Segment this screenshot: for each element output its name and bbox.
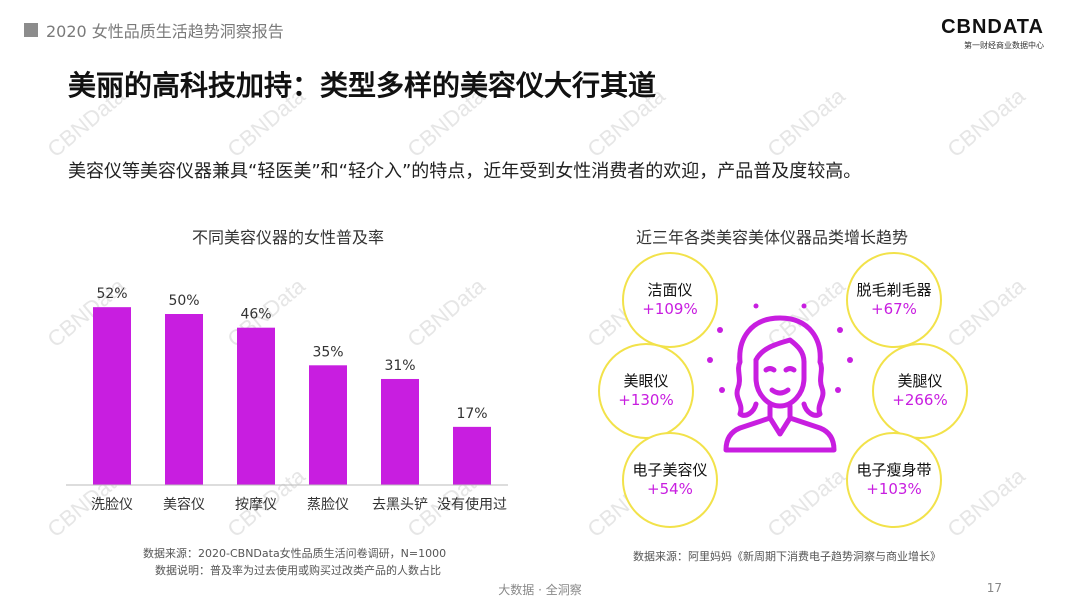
category-label: 美容仪 xyxy=(163,496,205,513)
bar-chart: 52% 洗脸仪 50% 美容仪 46% 按摩仪 35% 蒸脸仪 31% 去黑头铲 17% 没有使用过 xyxy=(66,286,508,513)
watermark: CBNData xyxy=(762,463,850,543)
category-name: 洁面仪 xyxy=(647,281,693,299)
footer-slogan: 大数据 · 全洞察 xyxy=(498,583,582,597)
category-name: 美腿仪 xyxy=(897,372,943,390)
growth-value: +130% xyxy=(618,391,674,409)
bar-4 xyxy=(381,378,419,485)
chart-title: 不同美容仪器的女性普及率 xyxy=(192,228,385,247)
cbndata-logo: CBNDATA 第一财经商业数据中心 xyxy=(941,16,1044,51)
chart-source: 数据来源：2020-CBNData女性品质生活问卷调研，N=1000 xyxy=(143,547,447,560)
header-square-icon xyxy=(24,23,38,37)
growth-bubble: 洁面仪 +109% xyxy=(622,252,718,348)
growth-value: +67% xyxy=(871,300,917,318)
category-label: 没有使用过 xyxy=(437,496,507,513)
growth-bubble: 电子瘦身带 +103% xyxy=(846,432,942,528)
value-label: 31% xyxy=(384,358,415,374)
category-label: 洗脸仪 xyxy=(91,497,133,513)
watermark: CBNData xyxy=(762,83,850,163)
value-label: 17% xyxy=(456,406,487,422)
woman-face-icon xyxy=(707,303,853,453)
logo-subtext: 第一财经商业数据中心 xyxy=(964,41,1044,50)
growth-value: +109% xyxy=(642,300,698,318)
page-subtitle: 美容仪等美容仪器兼具“轻医美”和“轻介入”的特点，近年受到女性消费者的欢迎，产品… xyxy=(68,161,862,182)
growth-value: +54% xyxy=(647,480,693,498)
watermark: CBNData xyxy=(942,463,1030,543)
report-header: 2020 女性品质生活趋势洞察报告 xyxy=(24,18,284,42)
logo-text: CBNDATA xyxy=(941,16,1044,38)
page-title: 美丽的高科技加持：类型多样的美容仪大行其道 xyxy=(68,69,657,102)
value-label: 50% xyxy=(168,293,199,309)
growth-panel-title: 近三年各类美容美体仪器品类增长趋势 xyxy=(636,228,909,247)
bar-5 xyxy=(453,426,491,485)
growth-value: +266% xyxy=(892,391,948,409)
growth-source: 数据来源：阿里妈妈《新周期下消费电子趋势洞察与商业增长》 xyxy=(633,550,941,563)
chart-note: 数据说明：普及率为过去使用或购买过改类产品的人数占比 xyxy=(155,564,441,577)
category-label: 蒸脸仪 xyxy=(307,497,349,513)
category-name: 电子美容仪 xyxy=(632,461,708,479)
bar-3 xyxy=(309,365,347,485)
bar-1 xyxy=(165,314,203,485)
watermark: CBNData xyxy=(942,273,1030,353)
category-name: 电子瘦身带 xyxy=(856,461,932,479)
report-name: 2020 女性品质生活趋势洞察报告 xyxy=(46,22,284,41)
page-number: 17 xyxy=(986,581,1002,595)
growth-value: +103% xyxy=(866,480,922,498)
value-label: 35% xyxy=(312,344,343,360)
category-label: 去黑头铲 xyxy=(372,497,428,513)
category-label: 按摩仪 xyxy=(235,496,277,513)
growth-bubble: 脱毛剃毛器 +67% xyxy=(846,252,942,348)
growth-bubble: 美眼仪 +130% xyxy=(598,343,694,439)
growth-bubble: 电子美容仪 +54% xyxy=(622,432,718,528)
bar-0 xyxy=(93,307,131,485)
category-name: 美眼仪 xyxy=(623,372,669,390)
category-name: 脱毛剃毛器 xyxy=(856,281,932,299)
value-label: 52% xyxy=(96,286,127,302)
growth-bubble: 美腿仪 +266% xyxy=(872,343,968,439)
watermark: CBNData xyxy=(942,83,1030,163)
bar-2 xyxy=(237,327,275,485)
value-label: 46% xyxy=(240,307,271,323)
